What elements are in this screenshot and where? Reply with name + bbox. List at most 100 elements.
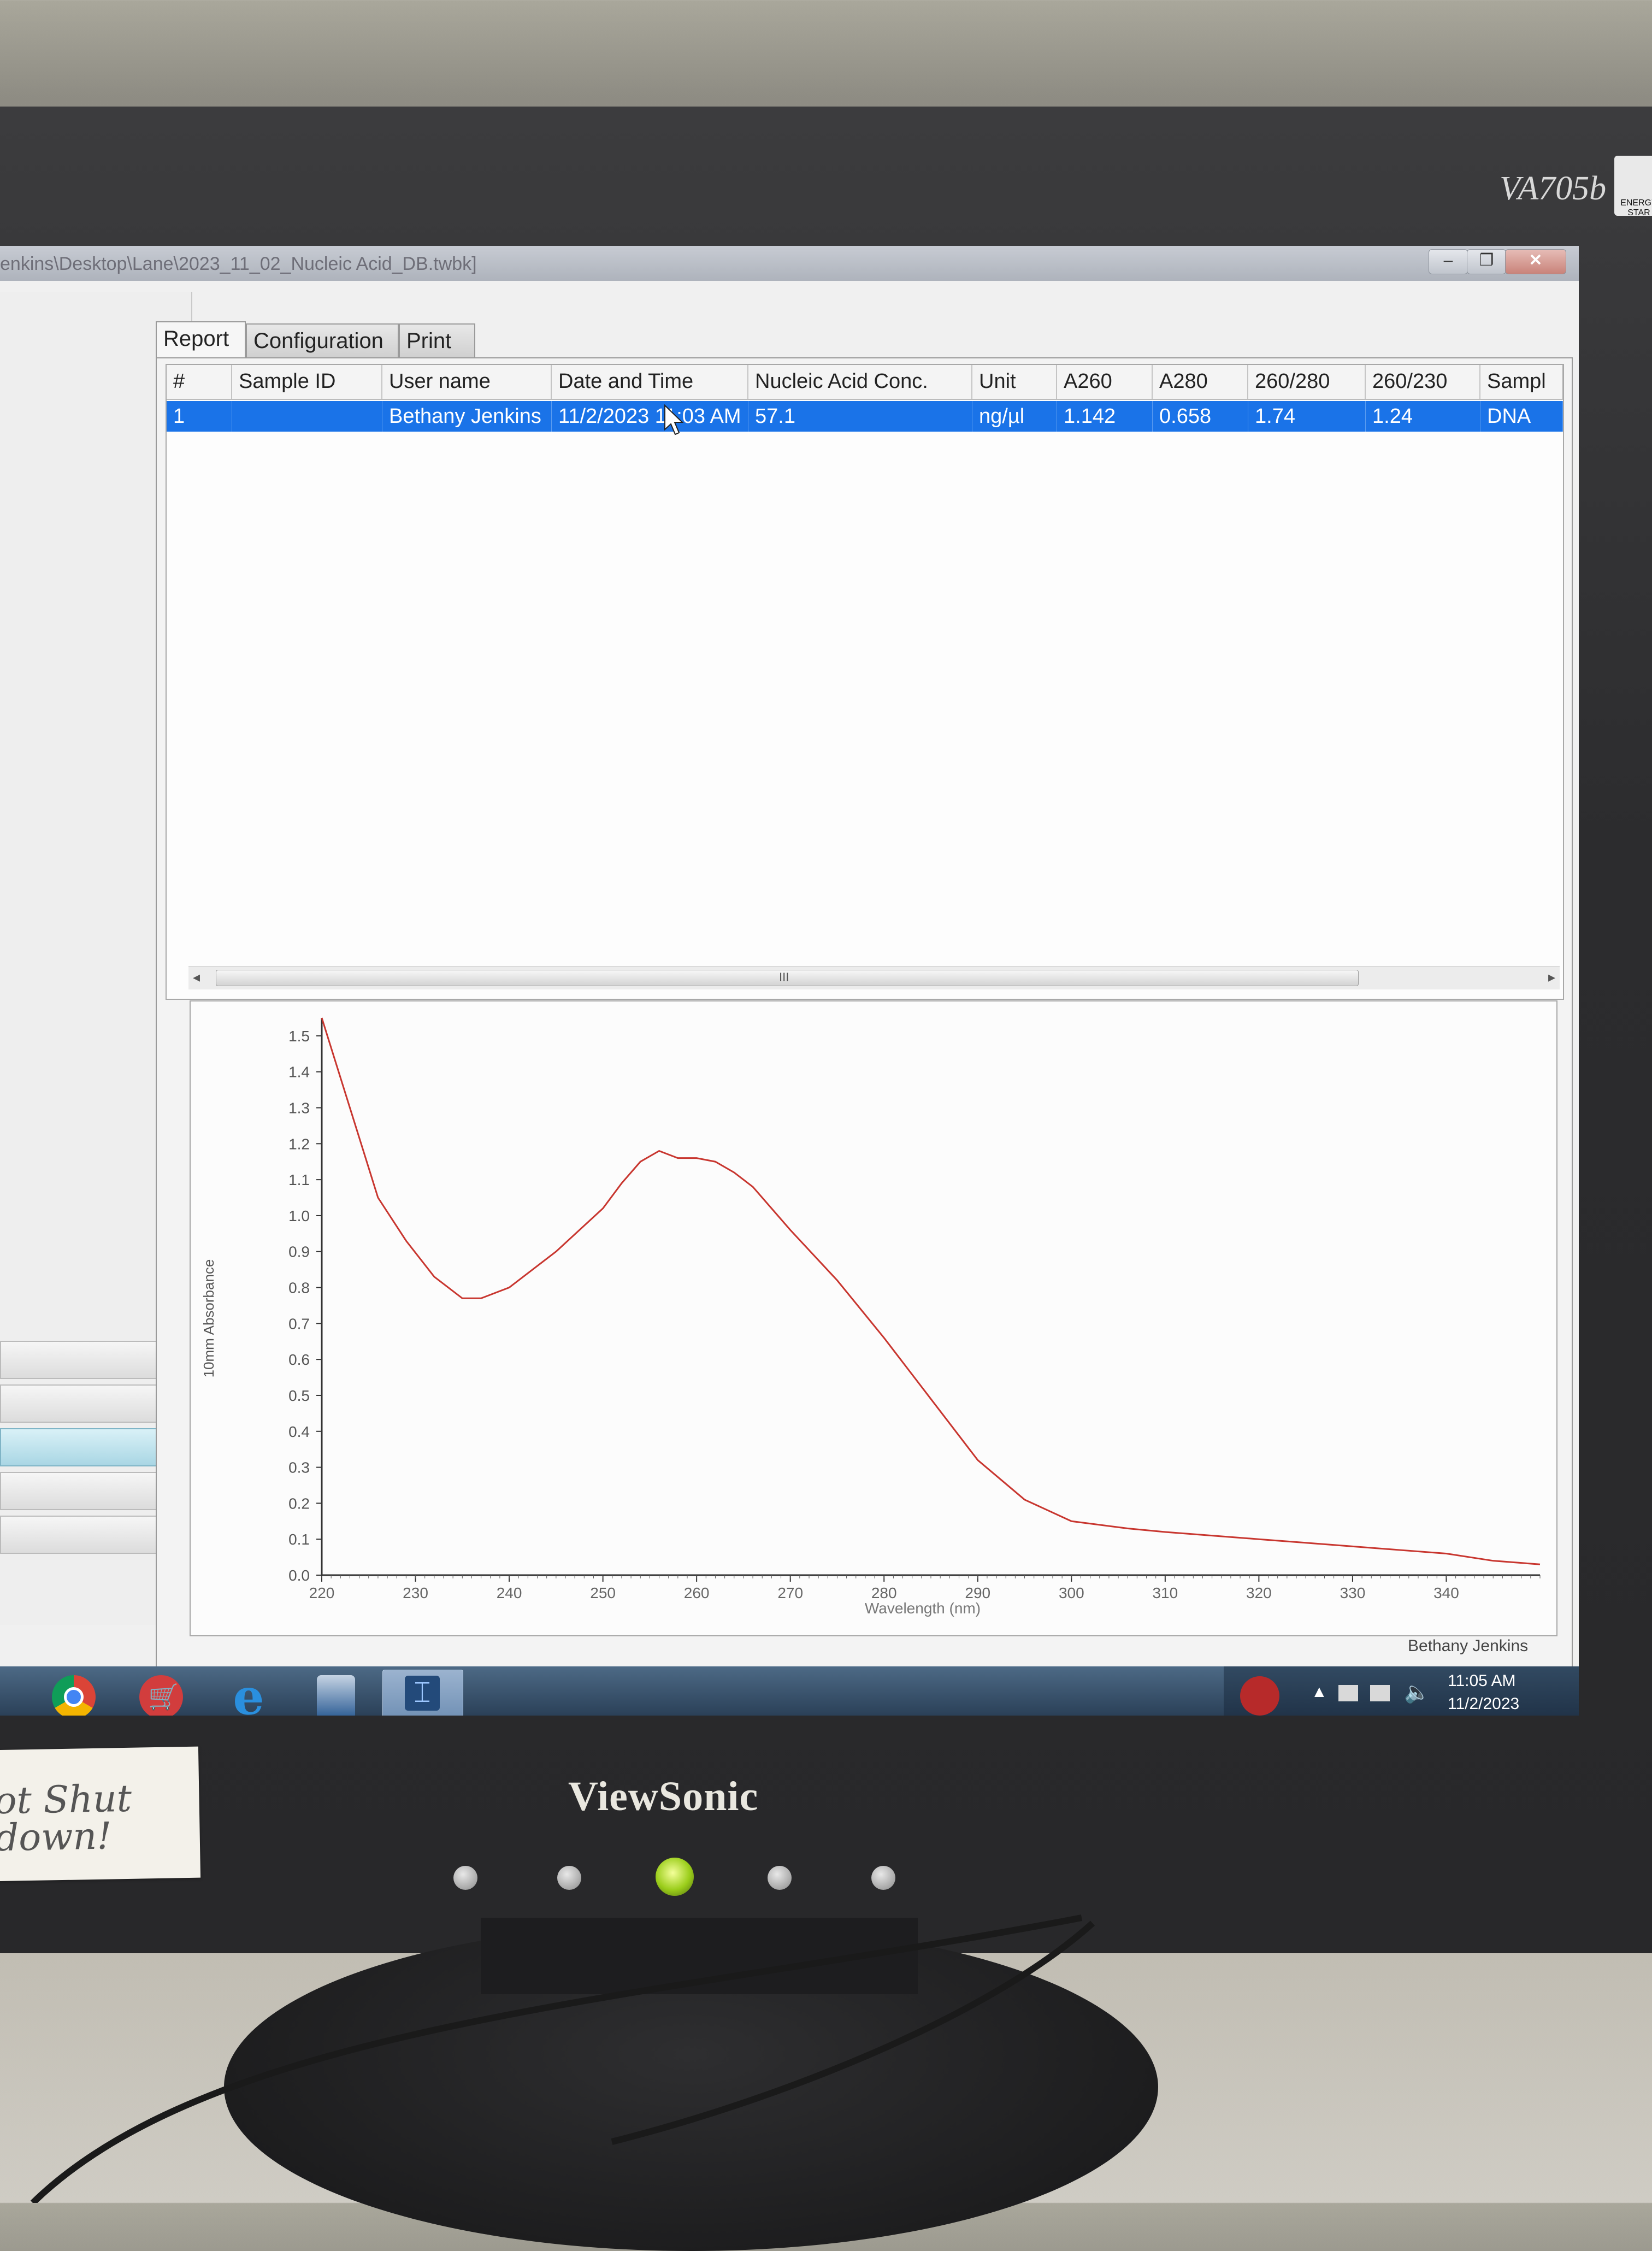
y-tick-label: 0.2 bbox=[288, 1495, 310, 1512]
app-icon[interactable] bbox=[317, 1675, 355, 1716]
chrome-icon[interactable] bbox=[52, 1675, 96, 1716]
monitor-brand-logo: ViewSonic bbox=[568, 1773, 759, 1819]
sticky-note-text: ot Shut down! bbox=[0, 1777, 132, 1860]
y-tick-label: 1.0 bbox=[288, 1207, 310, 1224]
x-tick-label: 340 bbox=[1433, 1584, 1459, 1601]
system-tray: ▲ 🔈 11:05 AM 11/2/2023 bbox=[1224, 1666, 1579, 1716]
x-tick-label: 310 bbox=[1152, 1584, 1178, 1601]
table-cell: 57.1 bbox=[748, 401, 972, 432]
monitor-button[interactable] bbox=[453, 1866, 477, 1890]
monitor-button[interactable] bbox=[871, 1866, 895, 1890]
tab-print[interactable]: Print bbox=[399, 323, 475, 357]
action-center-icon[interactable] bbox=[1338, 1685, 1358, 1701]
x-tick-label: 250 bbox=[590, 1584, 616, 1601]
spectrometer-app-icon: ⌶ bbox=[405, 1676, 440, 1711]
table-row-selected[interactable]: 1 Bethany Jenkins 11/2/2023 11:03 AM 57.… bbox=[167, 401, 1563, 432]
table-cell: 1.24 bbox=[1366, 401, 1480, 432]
y-tick-label: 1.3 bbox=[288, 1100, 310, 1117]
absorbance-series-line bbox=[321, 1017, 1541, 1565]
close-button[interactable]: ✕ bbox=[1505, 249, 1566, 274]
table-cell: Bethany Jenkins bbox=[382, 401, 552, 432]
results-table: # Sample ID User name Date and Time Nucl… bbox=[166, 364, 1564, 1000]
x-tick-label: 280 bbox=[871, 1584, 897, 1601]
window-body: » Report Configuration Print # Sample ID… bbox=[0, 281, 1579, 1701]
x-tick-label: 290 bbox=[965, 1584, 990, 1601]
restore-button[interactable]: ❐ bbox=[1467, 249, 1506, 274]
internet-explorer-icon[interactable]: e bbox=[233, 1668, 264, 1716]
sticky-note: ot Shut down! bbox=[0, 1746, 201, 1882]
x-tick-label: 300 bbox=[1059, 1584, 1084, 1601]
column-header[interactable]: # bbox=[167, 365, 232, 399]
screen: enkins\Desktop\Lane\2023_11_02_Nucleic A… bbox=[0, 246, 1579, 1716]
y-tick-label: 0.7 bbox=[288, 1315, 310, 1332]
y-tick-label: 0.8 bbox=[288, 1280, 310, 1297]
chart-svg: 220 230 240 250 260 270 280 290 300 310 320 330 340 0… bbox=[200, 1017, 1541, 1617]
x-axis-label: Wavelength (nm) bbox=[865, 1600, 981, 1617]
table-cell: ng/µl bbox=[972, 401, 1057, 432]
report-panel: # Sample ID User name Date and Time Nucl… bbox=[156, 357, 1573, 1698]
column-header[interactable]: A280 bbox=[1153, 365, 1248, 399]
table-cell: 1.74 bbox=[1248, 401, 1366, 432]
taskbar: 🛒 e ⌶ ▲ 🔈 11:05 AM 11/2/2023 bbox=[0, 1666, 1579, 1716]
minimize-button[interactable]: – bbox=[1429, 249, 1468, 274]
tray-app-icon[interactable] bbox=[1240, 1676, 1279, 1716]
table-cell: 0.658 bbox=[1153, 401, 1248, 432]
clock-date[interactable]: 11/2/2023 bbox=[1448, 1695, 1520, 1713]
column-header[interactable]: A260 bbox=[1057, 365, 1153, 399]
table-cell: 11/2/2023 11:03 AM bbox=[552, 401, 748, 432]
tab-report[interactable]: Report bbox=[156, 321, 246, 357]
y-tick-label: 1.4 bbox=[288, 1064, 310, 1081]
y-tick-label: 0.4 bbox=[288, 1423, 310, 1440]
column-header[interactable]: 260/230 bbox=[1366, 365, 1480, 399]
column-header[interactable]: Sample ID bbox=[232, 365, 382, 399]
owner-label: Bethany Jenkins bbox=[1408, 1637, 1529, 1655]
column-header[interactable]: User name bbox=[382, 365, 552, 399]
window-titlebar[interactable]: enkins\Desktop\Lane\2023_11_02_Nucleic A… bbox=[0, 246, 1579, 281]
table-cell bbox=[232, 401, 382, 432]
volume-icon[interactable]: 🔈 bbox=[1404, 1681, 1430, 1704]
x-tick-label: 330 bbox=[1340, 1584, 1366, 1601]
x-tick-label: 220 bbox=[309, 1584, 335, 1601]
clock-time[interactable]: 11:05 AM bbox=[1448, 1672, 1516, 1690]
monitor-button[interactable] bbox=[557, 1866, 581, 1890]
column-header[interactable]: Nucleic Acid Conc. bbox=[748, 365, 972, 399]
monitor-button[interactable] bbox=[768, 1866, 792, 1890]
table-header-row: # Sample ID User name Date and Time Nucl… bbox=[167, 365, 1563, 400]
y-axis-label: 10mm Absorbance bbox=[200, 1259, 217, 1378]
energy-star-text: ENERGY STAR bbox=[1620, 198, 1652, 217]
column-header[interactable]: Sampl bbox=[1480, 365, 1563, 399]
y-tick-label: 1.1 bbox=[288, 1171, 310, 1188]
y-tick-label: 0.5 bbox=[288, 1387, 310, 1404]
monitor-model-label: VA705b bbox=[1500, 170, 1607, 207]
scrollbar-thumb[interactable]: III bbox=[216, 970, 1359, 986]
y-tick-label: 0.6 bbox=[288, 1351, 310, 1368]
x-tick-label: 260 bbox=[684, 1584, 710, 1601]
y-tick-label: 1.5 bbox=[288, 1028, 310, 1045]
mouse-cursor-icon bbox=[664, 404, 684, 435]
table-cell: DNA bbox=[1480, 401, 1563, 432]
table-cell: 1 bbox=[167, 401, 232, 432]
x-tick-label: 240 bbox=[497, 1584, 522, 1601]
scroll-left-icon[interactable]: ◂ bbox=[193, 969, 200, 985]
power-button[interactable] bbox=[656, 1858, 694, 1896]
scrollbar-grip: III bbox=[779, 970, 789, 984]
table-cell: 1.142 bbox=[1057, 401, 1153, 432]
y-tick-label: 0.1 bbox=[288, 1531, 310, 1548]
show-hidden-icons-icon[interactable]: ▲ bbox=[1311, 1683, 1328, 1701]
y-tick-label: 0.0 bbox=[288, 1567, 310, 1584]
network-icon[interactable] bbox=[1370, 1685, 1390, 1701]
y-tick-label: 1.2 bbox=[288, 1135, 310, 1152]
column-header[interactable]: Date and Time bbox=[552, 365, 748, 399]
column-header[interactable]: 260/280 bbox=[1248, 365, 1366, 399]
tab-configuration[interactable]: Configuration bbox=[246, 323, 399, 357]
scroll-right-icon[interactable]: ▸ bbox=[1548, 969, 1555, 985]
shopping-cart-icon[interactable]: 🛒 bbox=[139, 1675, 183, 1716]
x-tick-label: 320 bbox=[1246, 1584, 1272, 1601]
column-header[interactable]: Unit bbox=[972, 365, 1057, 399]
energy-star-logo: ENERGY STAR bbox=[1614, 156, 1652, 217]
horizontal-scrollbar[interactable]: ◂ III ▸ bbox=[188, 966, 1560, 989]
spectrometer-app-button[interactable]: ⌶ bbox=[382, 1670, 463, 1716]
monitor-stand-neck bbox=[481, 1918, 918, 1994]
x-tick-label: 230 bbox=[403, 1584, 428, 1601]
x-tick-label: 270 bbox=[777, 1584, 803, 1601]
